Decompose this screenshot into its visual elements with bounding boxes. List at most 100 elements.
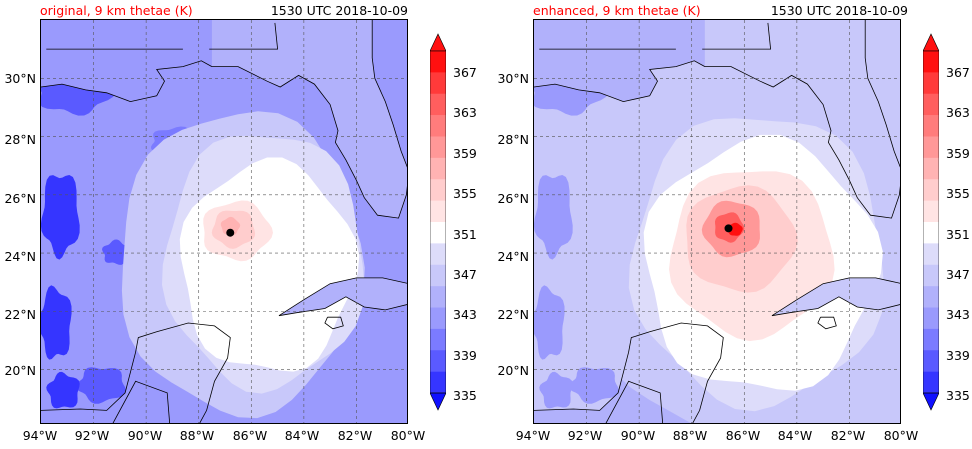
- state-border: [209, 22, 279, 50]
- lon-label: 82°W: [830, 428, 866, 443]
- colorbar-bin: [430, 307, 446, 330]
- lon-label: 90°W: [127, 428, 163, 443]
- colorbar-bin: [430, 93, 446, 116]
- mexico-state-border: [112, 380, 171, 423]
- colorbar-frame: [923, 50, 939, 394]
- land-region: [534, 20, 705, 102]
- land-region: [41, 20, 212, 102]
- colorbar-bin: [923, 307, 939, 330]
- map-enhanced[interactable]: [533, 19, 901, 424]
- lat-label: 24°N: [497, 249, 529, 264]
- cuba-coastline: [278, 277, 407, 317]
- thetae-cell: [41, 285, 72, 360]
- colorbar-label: 351: [453, 227, 477, 242]
- colorbar-bin: [430, 371, 446, 394]
- panel-original: original, 9 km thetae (K) 1530 UTC 2018-…: [4, 3, 477, 443]
- lon-label: 82°W: [337, 428, 373, 443]
- map-canvas: [534, 20, 900, 423]
- colorbar-bin: [430, 179, 446, 201]
- colorbar-bin: [430, 350, 446, 372]
- lat-label: 20°N: [4, 363, 36, 378]
- mexico-state-border: [605, 380, 664, 423]
- colorbar-label: 367: [453, 65, 477, 80]
- colorbar-bin: [923, 264, 939, 287]
- lon-label: 86°W: [725, 428, 761, 443]
- colorbar-label: 347: [453, 267, 477, 282]
- lat-label: 28°N: [497, 132, 529, 147]
- colorbar-bin: [923, 243, 939, 266]
- lon-label: 86°W: [232, 428, 268, 443]
- colorbar-bin: [923, 200, 939, 223]
- colorbar-bin: [923, 136, 939, 159]
- colorbar-bin: [430, 136, 446, 159]
- panel-title: enhanced, 9 km thetae (K): [533, 3, 701, 18]
- colorbar-extend-max: [923, 33, 939, 52]
- lon-label: 88°W: [179, 428, 215, 443]
- colorbar-bin: [923, 115, 939, 137]
- lon-label: 80°W: [390, 428, 426, 443]
- colorbar-label: 335: [946, 388, 970, 403]
- colorbar-bin: [923, 93, 939, 116]
- lon-label: 80°W: [883, 428, 919, 443]
- colorbar-label: 363: [453, 105, 477, 120]
- colorbar: [430, 33, 446, 411]
- colorbar-label: 343: [946, 307, 970, 322]
- lon-label: 84°W: [284, 428, 320, 443]
- lon-label: 88°W: [672, 428, 708, 443]
- lat-label: 22°N: [4, 307, 36, 322]
- colorbar-bin: [923, 179, 939, 201]
- colorbar-bin: [430, 200, 446, 223]
- thetae-core: [220, 216, 241, 235]
- colorbar-bin: [923, 286, 939, 308]
- cuba-land: [278, 277, 407, 316]
- map-original[interactable]: [40, 19, 408, 424]
- isle-of-youth-coastline: [817, 316, 837, 330]
- florida-coastline: [211, 20, 407, 219]
- colorbar-bin: [923, 72, 939, 95]
- thetae-cell: [568, 367, 620, 404]
- lat-label: 24°N: [4, 249, 36, 264]
- lat-label: 26°N: [4, 191, 36, 206]
- thetae-cell: [46, 371, 80, 409]
- thetae-cell: [539, 371, 573, 409]
- colorbar-label: 339: [946, 348, 970, 363]
- colorbar-label: 347: [946, 267, 970, 282]
- lat-label: 26°N: [497, 191, 529, 206]
- map-canvas: [41, 20, 407, 423]
- colorbar-extend-min: [923, 392, 939, 411]
- colorbar-bin: [923, 371, 939, 394]
- panel-enhanced: enhanced, 9 km thetae (K) 1530 UTC 2018-…: [493, 0, 972, 449]
- colorbar-label: 355: [946, 186, 970, 201]
- lat-label: 30°N: [4, 71, 36, 86]
- colorbar-bin: [430, 72, 446, 95]
- thetae-cell: [534, 285, 565, 360]
- colorbar-extend-min: [430, 392, 446, 411]
- land-region: [211, 20, 407, 219]
- lon-label: 84°W: [777, 428, 813, 443]
- colorbar-extend-max: [430, 33, 446, 52]
- cuba-land: [771, 277, 900, 316]
- yucatan-coastline: [534, 322, 724, 423]
- storm-center-marker: [724, 224, 733, 233]
- colorbar-label: 359: [946, 146, 970, 161]
- thetae-cell: [41, 175, 80, 260]
- colorbar-bin: [923, 222, 939, 244]
- lon-label: 94°W: [515, 428, 551, 443]
- lon-label: 92°W: [567, 428, 603, 443]
- colorbar-bin: [430, 243, 446, 266]
- colorbar-label: 355: [453, 186, 477, 201]
- colorbar-label: 359: [453, 146, 477, 161]
- colorbar-frame: [430, 50, 446, 394]
- colorbar-label: 343: [453, 307, 477, 322]
- colorbar-label: 363: [946, 105, 970, 120]
- panel-time: 1530 UTC 2018-10-09: [270, 3, 408, 18]
- gulf-coastline: [41, 60, 213, 103]
- colorbar-bin: [923, 157, 939, 180]
- cuba-coastline: [771, 277, 900, 317]
- yucatan-coastline: [41, 322, 231, 423]
- lon-label: 94°W: [22, 428, 58, 443]
- colorbar-label: 339: [453, 348, 477, 363]
- colorbar-bin: [430, 157, 446, 180]
- florida-coastline: [704, 20, 900, 219]
- panel-title: original, 9 km thetae (K): [40, 3, 193, 18]
